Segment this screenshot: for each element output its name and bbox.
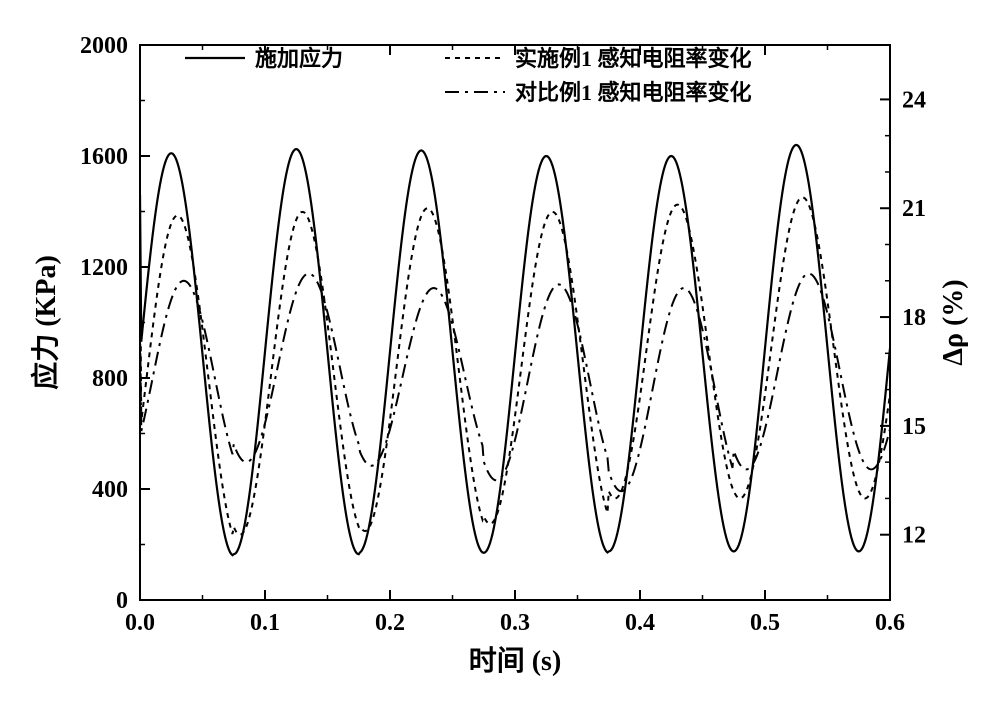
svg-text:400: 400 (92, 477, 128, 503)
svg-text:0.4: 0.4 (625, 610, 655, 636)
svg-text:0.1: 0.1 (250, 610, 280, 636)
legend-label: 施加应力 (255, 46, 343, 71)
chart: 0.0 0.1 0.2 0.3 0.4 0.5 0.6 时间 (s) 0 400 800 1200 16… (0, 0, 1000, 705)
svg-text:18: 18 (902, 305, 926, 331)
svg-text:15: 15 (902, 414, 926, 440)
svg-text:1600: 1600 (80, 144, 128, 170)
svg-text:0.2: 0.2 (375, 610, 405, 636)
svg-text:800: 800 (92, 366, 128, 392)
svg-text:应力 (KPa): 应力 (KPa) (29, 255, 62, 390)
svg-text:Δρ (%): Δρ (%) (938, 279, 969, 365)
legend-label: 实施例1 感知电阻率变化 (515, 46, 752, 71)
svg-text:21: 21 (902, 196, 926, 222)
svg-text:0.6: 0.6 (875, 610, 905, 636)
svg-text:0.3: 0.3 (500, 610, 530, 636)
svg-text:0: 0 (116, 588, 128, 614)
svg-text:0.0: 0.0 (125, 610, 155, 636)
svg-text:时间 (s): 时间 (s) (469, 645, 562, 677)
svg-text:1200: 1200 (80, 255, 128, 281)
svg-text:2000: 2000 (80, 33, 128, 59)
svg-text:24: 24 (902, 87, 926, 113)
legend-label: 对比例1 感知电阻率变化 (515, 80, 752, 105)
svg-text:0.5: 0.5 (750, 610, 780, 636)
svg-text:12: 12 (902, 523, 926, 549)
